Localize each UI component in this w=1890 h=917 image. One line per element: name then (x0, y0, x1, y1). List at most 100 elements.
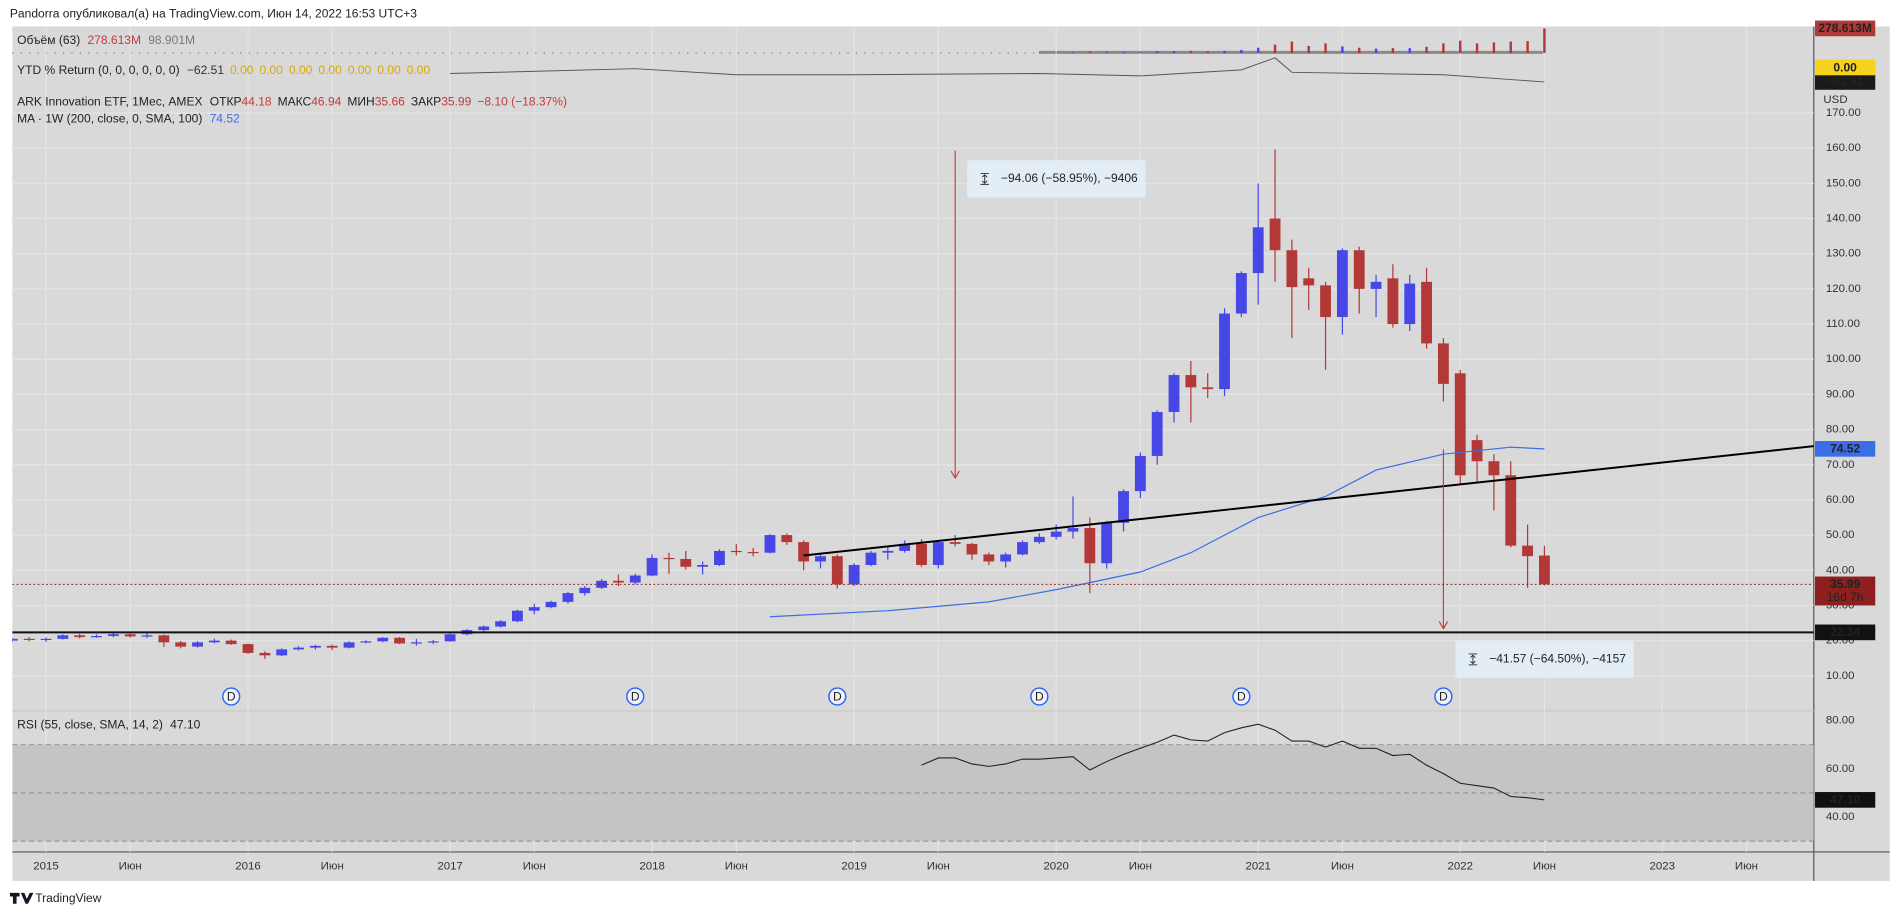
candle-body (747, 551, 759, 554)
badge-label: −62.51 (1827, 75, 1864, 89)
price-unit: USD (1823, 94, 1847, 106)
candle-body (192, 642, 203, 647)
dividend-marker (222, 687, 241, 706)
ma-line (769, 446, 1545, 618)
legend-value: 278.613M (87, 33, 141, 47)
candle-body (697, 564, 709, 567)
volume-bar (1543, 28, 1546, 54)
candle-body (663, 557, 675, 560)
volume-bar (1324, 43, 1327, 54)
y-tick-label: 10.00 (1826, 670, 1855, 682)
candle-body (1033, 536, 1045, 543)
header-text: Pandorra опубликовал(а) на TradingView.c… (10, 7, 417, 21)
candle-body (916, 543, 927, 565)
candle-body (1522, 545, 1534, 557)
measure-label: −41.57 (−64.50%), −4157 (1489, 652, 1626, 666)
candle-body (882, 550, 894, 553)
candle-body (427, 641, 439, 643)
dividend-label: D (833, 689, 842, 703)
price-badge (1815, 20, 1876, 37)
candle-body (528, 607, 540, 611)
legend-value: 98.901M (148, 33, 195, 47)
volume-bar (1172, 51, 1176, 54)
candle-body (326, 645, 338, 648)
y-tick-label: 80.00 (1826, 424, 1855, 436)
candle-body (410, 642, 422, 644)
candle-body (899, 543, 911, 551)
volume-bar (1509, 41, 1512, 54)
candle-body (646, 557, 658, 576)
candle-body (1084, 528, 1096, 564)
candle-body (680, 559, 692, 567)
legend-value: 0.00 (377, 63, 401, 77)
x-tick-label: Июн (1331, 860, 1354, 872)
y-tick-label: 60.00 (1826, 494, 1855, 506)
price-badge (1815, 624, 1876, 641)
candle-body (1353, 250, 1365, 289)
candle-body (1235, 273, 1247, 314)
x-tick-label: Июн (119, 860, 142, 872)
volume-legend: Объём (63) 278.613M 98.901M (17, 33, 195, 47)
legend-name: YTD % Return (0, 0, 0, 0, 0, 0) (17, 63, 179, 77)
candle-body (511, 610, 523, 622)
candle-body (815, 556, 826, 562)
legend-value: 0.00 (289, 63, 313, 77)
candle-body (141, 635, 153, 637)
dividend-marker (828, 687, 847, 706)
candle-body (1387, 278, 1399, 325)
candle-body (596, 580, 608, 588)
dividend-label: D (1035, 689, 1044, 703)
volume-bar (1071, 52, 1075, 54)
volume-bar (1189, 50, 1193, 54)
candle-body (983, 554, 995, 562)
legend-value: 0.00 (259, 63, 283, 77)
volume-bar (1475, 43, 1479, 54)
volume-bar (1459, 40, 1462, 54)
legend-value: 0.00 (318, 63, 342, 77)
candle-body (242, 644, 254, 653)
x-tick-label: Июн (1129, 860, 1152, 872)
measure-icon (1468, 653, 1478, 666)
x-tick-label: 2022 (1448, 860, 1473, 872)
candle-body (309, 645, 321, 648)
volume-bar (1240, 49, 1243, 54)
ytd-line (450, 57, 1545, 83)
badge-sub: 16d 7h (1827, 590, 1864, 604)
candle-body (1101, 522, 1113, 564)
chart-background (12, 26, 1890, 881)
rsi-legend: RSI (55, close, SMA, 14, 2) 47.10 (17, 718, 200, 732)
arrow-head (950, 470, 960, 480)
candle-body (1168, 375, 1180, 412)
dividend-marker (1030, 687, 1049, 706)
rsi-tick-label: 60.00 (1826, 763, 1855, 775)
x-tick-label: 2020 (1043, 860, 1068, 872)
candle-body (1505, 475, 1517, 546)
volume-bar (1290, 41, 1294, 54)
legend-value: 46.94 (311, 95, 341, 109)
candle-body (932, 542, 944, 565)
price-badge (1815, 441, 1876, 457)
legend-value: 47.10 (170, 718, 200, 732)
x-tick-label: 2018 (639, 860, 664, 872)
legend-value: 0.00 (407, 63, 431, 77)
candle-body (1370, 281, 1382, 289)
volume-bar (1341, 46, 1344, 54)
candle-body (730, 550, 742, 553)
volume-bar (1526, 41, 1529, 54)
candle-body (377, 637, 389, 642)
candle-body (1336, 250, 1348, 318)
candle-body (1488, 461, 1500, 476)
legend-value: 74.52 (210, 111, 240, 125)
volume-bar (1139, 51, 1142, 54)
volume-bar (1408, 48, 1411, 54)
price-badge (1815, 576, 1876, 606)
price-badge (1815, 74, 1876, 90)
candle-body (1320, 285, 1331, 318)
x-tick-label: 2021 (1245, 860, 1270, 872)
rsi-pane (12, 710, 1814, 852)
legend-value: 35.99 (441, 95, 471, 109)
legend-label: ЗАКР (411, 95, 441, 109)
candle-body (1067, 528, 1079, 532)
legend-label: ОТКР (210, 95, 242, 109)
